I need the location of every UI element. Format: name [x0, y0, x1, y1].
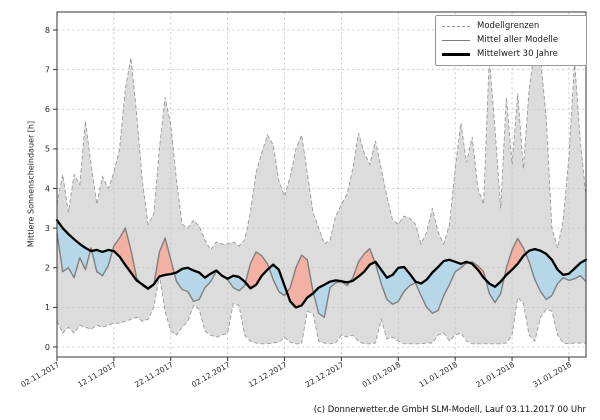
x-tick-label: 11.01.2018: [417, 360, 459, 389]
y-tick-label: 3: [45, 224, 50, 233]
gray-line-icon: [442, 39, 470, 41]
legend-item-30y-mean: Mittelwert 30 Jahre: [442, 47, 580, 61]
fill-above-30y-mean: [504, 238, 526, 278]
x-tick-label: 12.11.2017: [76, 360, 118, 389]
y-tick-label: 1: [45, 303, 50, 312]
x-tick-label: 01.01.2018: [361, 360, 403, 389]
plot-border: [56, 11, 587, 358]
model-min-line: [56, 275, 586, 345]
legend-label: Mittelwert 30 Jahre: [477, 49, 558, 59]
fill-above-30y-mean: [245, 251, 270, 289]
model-max-line: [56, 46, 587, 251]
x-tick-label: 12.12.2017: [247, 360, 289, 389]
dashed-line-icon: [442, 25, 470, 27]
legend-item-model-bounds: Modellgrenzen: [442, 19, 580, 33]
fill-below-30y-mean: [313, 280, 350, 318]
x-tick-label: 31.01.2018: [531, 360, 573, 389]
fill-below-30y-mean: [57, 220, 91, 278]
y-tick-label: 7: [45, 65, 50, 74]
fill-below-30y-mean: [525, 249, 586, 300]
y-tick-label: 2: [45, 264, 50, 273]
x-tick-label: 22.12.2017: [304, 360, 346, 389]
legend-item-model-mean: Mittel aller Modelle: [442, 33, 580, 47]
legend-label: Mittel aller Modelle: [477, 35, 559, 45]
fill-below-30y-mean: [269, 264, 287, 296]
legend-label: Modellgrenzen: [477, 21, 540, 31]
fill-above-30y-mean: [286, 255, 314, 308]
copyright-credit: (c) Donnerwetter.de GmbH SLM-Modell, Lau…: [313, 405, 586, 415]
y-tick-label: 6: [45, 105, 50, 114]
y-tick-label: 5: [45, 145, 50, 154]
fill-above-30y-mean: [154, 238, 175, 284]
x-tick-label: 21.01.2018: [474, 360, 516, 389]
y-tick-label: 8: [45, 26, 50, 35]
y-tick-label: 0: [45, 343, 50, 352]
x-tick-label: 02.11.2017: [19, 360, 61, 389]
x-tick-label: 22.11.2017: [133, 360, 175, 389]
fill-above-30y-mean: [349, 248, 375, 282]
x-tick-label: 02.12.2017: [190, 360, 232, 389]
y-tick-label: 4: [45, 184, 50, 193]
chart-legend: Modellgrenzen Mittel aller Modelle Mitte…: [435, 15, 587, 66]
y-axis-label: Mittlere Sonnenscheindauer [h]: [26, 120, 36, 248]
mean-30y-line: [55, 219, 588, 309]
fill-below-30y-mean: [91, 249, 113, 276]
black-line-icon: [442, 52, 470, 56]
fill-above-30y-mean: [112, 228, 141, 284]
